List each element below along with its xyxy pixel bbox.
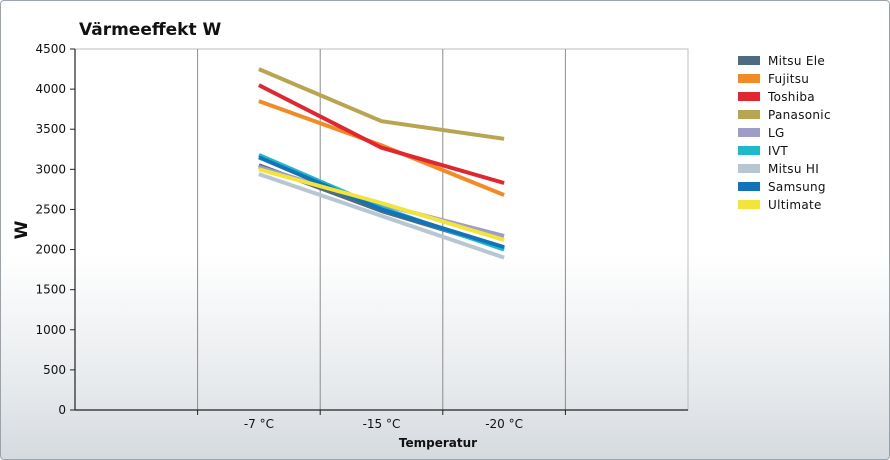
legend-swatch: [738, 56, 760, 65]
y-tick-label: 500: [43, 363, 66, 377]
legend-label: Fujitsu: [768, 72, 809, 86]
legend-swatch: [738, 74, 760, 83]
y-tick-label: 2500: [35, 202, 66, 216]
legend-swatch: [738, 128, 760, 137]
x-tick-label: -20 °C: [485, 417, 523, 431]
x-tick-label: -15 °C: [363, 417, 401, 431]
legend-label: Samsung: [768, 180, 826, 194]
series-line: [258, 172, 505, 260]
plot-border: [74, 48, 689, 411]
legend-swatch: [738, 164, 760, 173]
legend-swatch: [738, 200, 760, 209]
legend-swatch: [738, 182, 760, 191]
series-line: [258, 155, 505, 250]
legend-label: Toshiba: [767, 90, 815, 104]
y-tick-label: 3500: [35, 122, 66, 136]
y-tick-label: 3000: [35, 162, 66, 176]
y-tick-label: 1500: [35, 283, 66, 297]
y-tick-label: 4000: [35, 82, 66, 96]
series-line: [257, 83, 505, 185]
legend: Mitsu Ele Fujitsu Toshiba Panasonic LG IVT Mit…: [738, 54, 831, 212]
legend-label: Panasonic: [768, 108, 831, 122]
y-tick-label: 1000: [35, 323, 66, 337]
y-axis-label: W: [12, 220, 32, 239]
x-axis-label: Temperatur: [399, 436, 477, 450]
legend-label: LG: [768, 126, 785, 140]
y-tick-label: 2000: [35, 243, 66, 257]
legend-label: Ultimate: [768, 198, 822, 212]
legend-swatch: [738, 146, 760, 155]
legend-label: Mitsu HI: [768, 162, 819, 176]
series-line: [258, 167, 505, 242]
legend-label: Mitsu Ele: [768, 54, 825, 68]
series-line: [258, 99, 505, 197]
chart-title: Värmeeffekt W: [79, 20, 222, 40]
series-line: [258, 67, 505, 141]
plot-area: 0 500 1000 1500 2000 2500 3000 3500 4000 4500 -7 °…: [35, 42, 689, 431]
legend-swatch: [738, 92, 760, 101]
legend-swatch: [738, 110, 760, 119]
x-tick-label: -7 °C: [244, 417, 274, 431]
legend-label: IVT: [768, 144, 788, 158]
y-tick-label: 0: [58, 403, 66, 417]
y-tick-label: 4500: [35, 42, 66, 56]
